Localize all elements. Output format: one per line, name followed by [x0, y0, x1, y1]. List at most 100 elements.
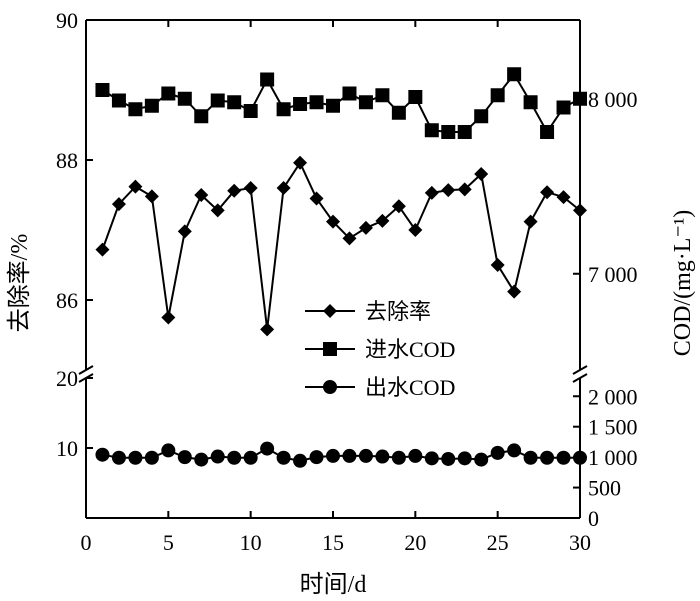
data-point-diamond — [111, 197, 126, 212]
right-axis-break-mark — [572, 365, 588, 375]
data-point-diamond — [457, 182, 472, 197]
legend-item: 去除率 — [305, 299, 431, 324]
data-point-diamond — [128, 179, 143, 194]
data-point-diamond — [375, 213, 390, 228]
data-point-square — [441, 125, 456, 139]
data-point-square — [474, 109, 489, 124]
right-lower-y-tick-label: 1 500 — [588, 415, 638, 440]
data-point-square — [507, 67, 522, 82]
data-point-circle — [375, 449, 390, 464]
ticks — [85, 19, 581, 519]
data-point-diamond — [276, 181, 291, 195]
left-upper-y-tick-label: 88 — [56, 148, 78, 173]
data-point-diamond — [573, 203, 587, 218]
legend-item: 出水COD — [305, 375, 455, 400]
left-lower-y-tick-label: 10 — [56, 436, 78, 461]
data-point-circle — [507, 443, 522, 458]
data-point-square — [111, 93, 126, 108]
series-line-diamond — [101, 160, 581, 330]
data-point-square — [227, 95, 242, 110]
x-tick-label: 10 — [240, 530, 262, 555]
right-axis-break-mark — [572, 373, 588, 383]
data-point-square — [194, 109, 209, 124]
data-point-circle — [210, 449, 225, 464]
data-point-diamond — [391, 199, 406, 214]
data-point-diamond — [474, 167, 489, 181]
data-point-diamond — [260, 322, 275, 337]
tick-labels: 0 5 10 15 20 25 30 86 88 90 10 20 7 000 8 000 0 500 1 00… — [56, 8, 638, 555]
data-point-square — [210, 93, 225, 108]
data-point-circle — [111, 450, 126, 465]
data-point-diamond — [490, 258, 505, 272]
data-point-circle — [243, 450, 258, 465]
series-diamond — [95, 155, 587, 337]
data-point-circle — [457, 451, 472, 466]
data-point-square — [342, 86, 357, 101]
data-point-circle — [408, 448, 423, 463]
x-axis-title: 时间/d — [300, 571, 367, 598]
data-point-diamond — [293, 155, 308, 170]
x-tick-label: 30 — [569, 530, 591, 555]
data-point-diamond — [441, 183, 456, 198]
data-point-diamond — [507, 284, 522, 299]
x-tick-label: 25 — [487, 530, 509, 555]
data-point-circle — [556, 450, 571, 465]
right-lower-y-tick-label: 500 — [588, 476, 621, 501]
data-point-diamond — [144, 189, 159, 204]
axis-break-marks — [78, 365, 588, 383]
axes-frame — [85, 19, 581, 519]
left-axis-break-mark — [78, 365, 94, 375]
data-point-circle — [441, 451, 456, 466]
x-tick-label: 15 — [322, 530, 344, 555]
data-point-circle — [358, 448, 373, 463]
data-point-diamond — [210, 203, 225, 218]
x-tick-label: 5 — [163, 530, 174, 555]
data-point-circle — [95, 447, 110, 462]
left-upper-y-tick-label: 90 — [56, 8, 78, 33]
legend-marker-square — [323, 342, 337, 356]
data-point-circle — [573, 450, 587, 465]
data-point-circle — [194, 452, 209, 467]
series-line-square — [101, 72, 581, 134]
data-point-square — [375, 88, 390, 103]
data-point-square — [573, 91, 587, 106]
data-point-square — [540, 125, 555, 139]
data-point-square — [424, 123, 439, 138]
data-point-diamond — [161, 310, 176, 325]
right-axis-title: COD/(mg·L⁻¹) — [670, 210, 696, 357]
data-point-diamond — [326, 214, 340, 229]
data-point-square — [326, 98, 340, 113]
data-point-square — [177, 91, 192, 106]
legend-label: 进水COD — [365, 337, 455, 362]
x-tick-label: 0 — [81, 530, 92, 555]
left-upper-y-tick-label: 86 — [56, 288, 78, 313]
data-point-circle — [128, 450, 143, 465]
data-point-square — [128, 102, 143, 117]
series-circle — [95, 441, 587, 468]
data-point-circle — [424, 451, 439, 466]
data-point-circle — [260, 441, 275, 456]
data-point-diamond — [523, 214, 538, 229]
right-upper-y-tick-label: 7 000 — [588, 262, 638, 287]
series-square — [95, 67, 587, 139]
data-point-square — [243, 104, 258, 118]
data-point-diamond — [243, 181, 258, 195]
data-point-square — [457, 125, 472, 139]
data-point-circle — [276, 450, 291, 465]
data-point-circle — [326, 448, 340, 463]
data-point-diamond — [424, 185, 439, 200]
data-point-diamond — [194, 188, 209, 202]
data-point-circle — [161, 443, 176, 458]
data-point-square — [358, 95, 373, 110]
data-point-circle — [474, 452, 489, 467]
data-point-square — [144, 98, 159, 113]
series-layer — [95, 67, 587, 468]
data-point-circle — [342, 448, 357, 463]
data-point-diamond — [556, 190, 571, 205]
legend-marker-diamond — [323, 304, 337, 318]
data-point-square — [391, 105, 406, 120]
data-point-diamond — [95, 242, 110, 257]
legend-label: 去除率 — [365, 299, 431, 324]
